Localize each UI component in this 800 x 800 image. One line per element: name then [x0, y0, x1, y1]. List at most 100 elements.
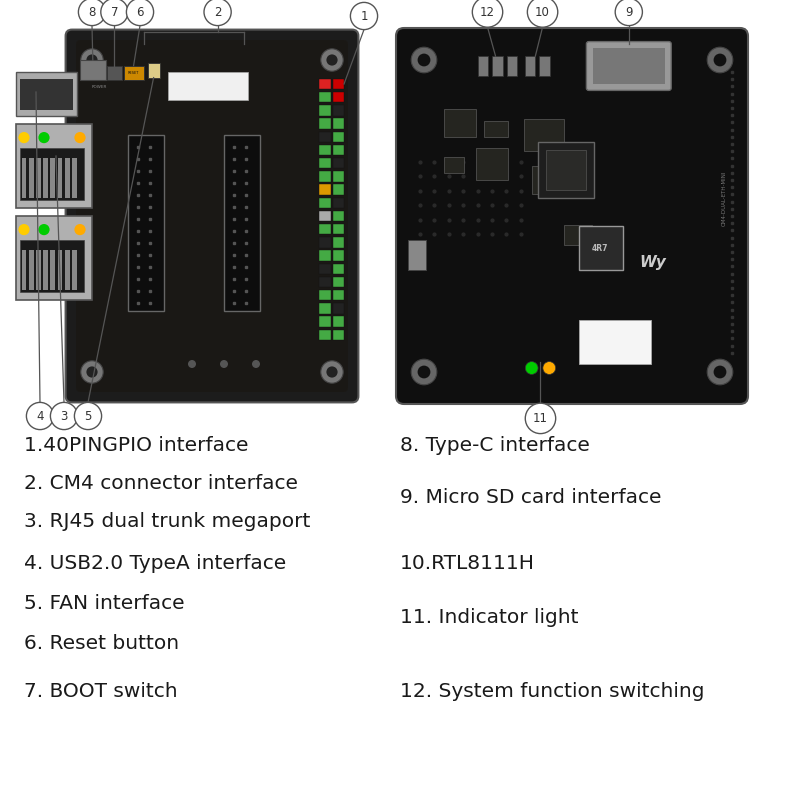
Bar: [319, 277, 330, 287]
Bar: [319, 145, 330, 155]
Circle shape: [707, 47, 733, 73]
Bar: [564, 225, 592, 245]
Bar: [319, 263, 330, 274]
Text: 6: 6: [136, 6, 144, 18]
Bar: [319, 290, 330, 301]
Bar: [29, 250, 34, 290]
Text: 3: 3: [60, 410, 68, 422]
Circle shape: [411, 359, 437, 385]
Bar: [444, 109, 476, 137]
Bar: [444, 157, 464, 173]
Bar: [333, 237, 344, 248]
Text: 8. Type-C interface: 8. Type-C interface: [400, 436, 590, 455]
Circle shape: [714, 54, 726, 66]
Bar: [16, 72, 77, 116]
Circle shape: [350, 2, 378, 30]
Bar: [58, 250, 62, 290]
Bar: [72, 158, 77, 198]
Circle shape: [326, 54, 338, 66]
Circle shape: [78, 0, 106, 26]
Circle shape: [74, 402, 102, 430]
Circle shape: [101, 0, 128, 26]
Circle shape: [74, 132, 86, 143]
Circle shape: [418, 54, 430, 66]
Bar: [20, 148, 84, 200]
Circle shape: [418, 366, 430, 378]
Bar: [333, 158, 344, 169]
Bar: [476, 148, 508, 180]
Circle shape: [411, 47, 437, 73]
Bar: [319, 131, 330, 142]
Bar: [333, 78, 344, 90]
Circle shape: [126, 0, 154, 26]
Circle shape: [50, 402, 78, 430]
Bar: [319, 184, 330, 195]
Circle shape: [526, 362, 538, 374]
Bar: [333, 92, 344, 102]
Text: 9. Micro SD card interface: 9. Micro SD card interface: [400, 488, 662, 507]
Bar: [319, 118, 330, 129]
Bar: [333, 290, 344, 301]
Text: POWER: POWER: [92, 85, 107, 89]
Circle shape: [326, 366, 338, 378]
Bar: [333, 105, 344, 116]
Bar: [538, 142, 594, 198]
Bar: [578, 226, 622, 270]
Circle shape: [321, 49, 343, 71]
Bar: [65, 250, 70, 290]
Bar: [578, 320, 650, 364]
Bar: [319, 303, 330, 314]
Text: 9: 9: [625, 6, 633, 18]
Bar: [539, 56, 550, 76]
Bar: [333, 330, 344, 340]
Text: 3. RJ45 dual trunk megaport: 3. RJ45 dual trunk megaport: [24, 512, 310, 531]
Text: RESET: RESET: [128, 71, 139, 75]
Bar: [319, 171, 330, 182]
Bar: [80, 60, 106, 80]
Text: 5. FAN interface: 5. FAN interface: [24, 594, 185, 613]
Bar: [319, 237, 330, 248]
Circle shape: [615, 0, 642, 26]
Bar: [478, 56, 488, 76]
Bar: [333, 184, 344, 195]
Bar: [593, 48, 665, 84]
Circle shape: [81, 361, 103, 383]
Bar: [107, 66, 122, 80]
FancyBboxPatch shape: [586, 42, 671, 90]
Bar: [16, 124, 92, 208]
Bar: [546, 150, 586, 190]
Bar: [524, 119, 564, 151]
Circle shape: [26, 402, 54, 430]
Circle shape: [220, 360, 228, 368]
Text: 12: 12: [480, 6, 495, 18]
Text: 10.RTL8111H: 10.RTL8111H: [400, 554, 535, 573]
Circle shape: [252, 360, 260, 368]
Bar: [319, 92, 330, 102]
Circle shape: [74, 224, 86, 235]
Bar: [124, 66, 144, 80]
Bar: [333, 316, 344, 327]
Text: 4. USB2.0 TypeA interface: 4. USB2.0 TypeA interface: [24, 554, 286, 573]
Text: 2: 2: [214, 6, 222, 18]
Circle shape: [543, 362, 556, 374]
Bar: [36, 250, 41, 290]
Text: 2. CM4 connector interface: 2. CM4 connector interface: [24, 474, 298, 493]
FancyBboxPatch shape: [396, 28, 748, 404]
Text: 7: 7: [110, 6, 118, 18]
Bar: [43, 250, 48, 290]
Circle shape: [472, 0, 502, 27]
Bar: [333, 277, 344, 287]
Bar: [532, 166, 564, 194]
Circle shape: [188, 360, 196, 368]
Bar: [20, 240, 84, 292]
Text: 6. Reset button: 6. Reset button: [24, 634, 179, 653]
Bar: [492, 56, 502, 76]
Bar: [22, 250, 26, 290]
Bar: [319, 78, 330, 90]
Bar: [484, 121, 508, 137]
Bar: [128, 135, 164, 311]
Text: 10: 10: [535, 6, 550, 18]
Text: 4: 4: [36, 410, 44, 422]
Circle shape: [707, 359, 733, 385]
Circle shape: [86, 366, 98, 378]
